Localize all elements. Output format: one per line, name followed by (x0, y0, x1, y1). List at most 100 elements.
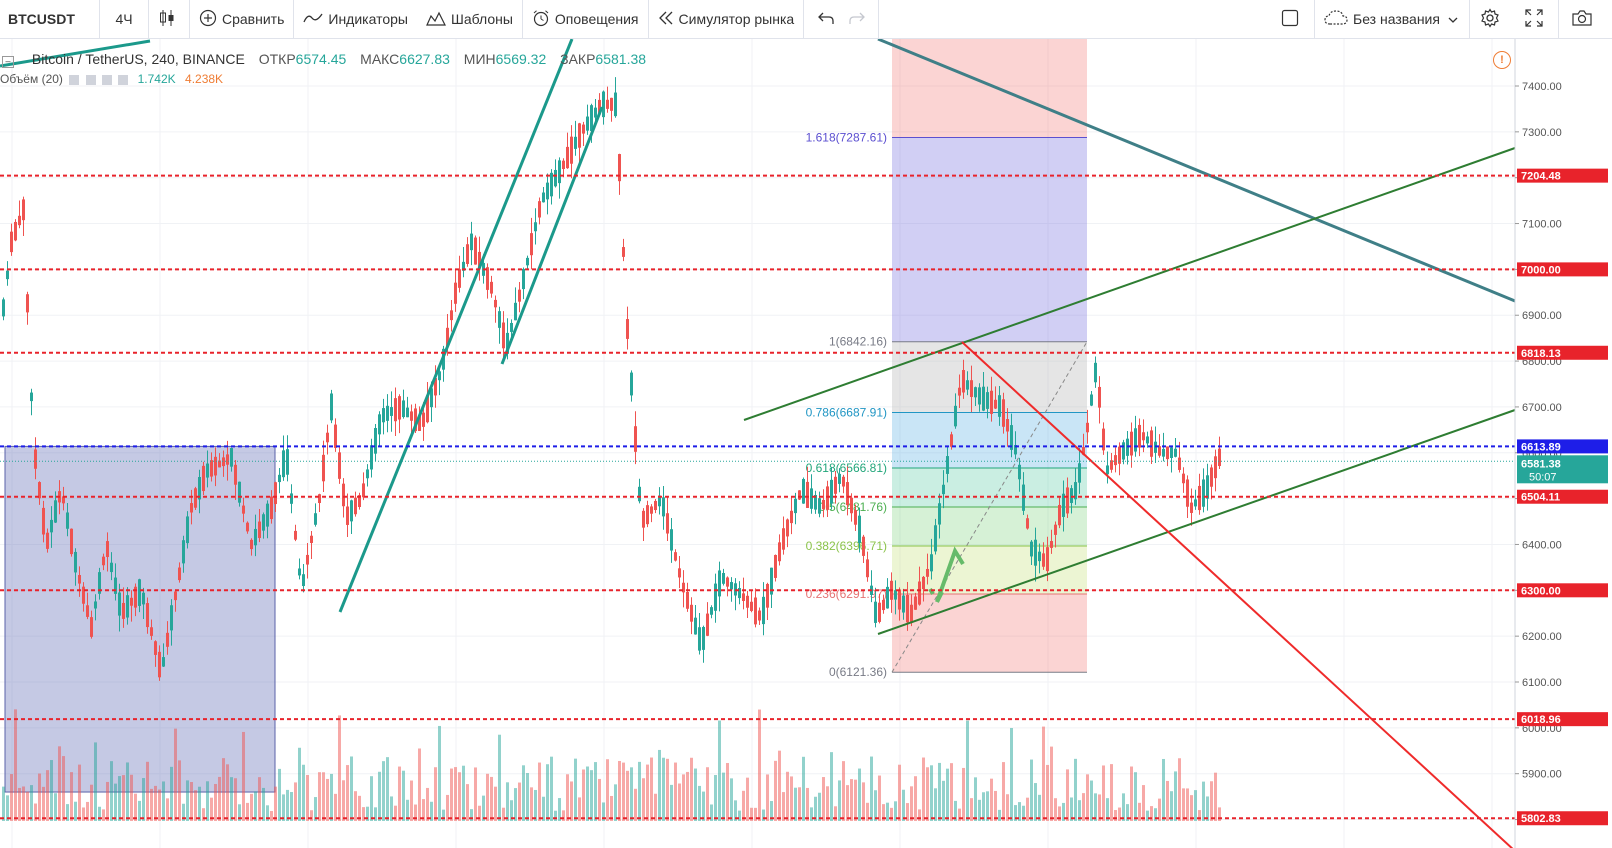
volume-bar (102, 809, 105, 821)
candle-body (490, 281, 493, 294)
volume-bar (758, 709, 761, 821)
eye-icon[interactable] (69, 74, 80, 85)
candle-body (354, 497, 357, 515)
fib-level-label: 0.236(6291.97) (806, 587, 887, 601)
volume-bar (314, 797, 317, 821)
candle-body (358, 495, 361, 508)
candle-body (350, 500, 353, 522)
volume-bar (690, 757, 693, 821)
remove-icon[interactable] (118, 74, 129, 85)
fullscreen-layout-button[interactable] (1271, 0, 1314, 38)
volume-bar (442, 809, 445, 821)
volume-bar (306, 775, 309, 821)
symbol-description: Bitcoin / TetherUS, 240, BINANCE (31, 51, 245, 67)
volume-bar (770, 801, 773, 821)
candle-body (1102, 428, 1105, 451)
volume-bar (1046, 764, 1049, 821)
redo-button[interactable] (845, 0, 878, 38)
candle-body (390, 407, 393, 416)
volume-bar (1130, 766, 1133, 821)
candle-body (746, 595, 749, 608)
indicators-button[interactable]: Индикаторы (294, 0, 417, 38)
volume-bar (230, 777, 233, 821)
candle-body (334, 424, 337, 448)
volume-bar (882, 804, 885, 821)
fib-zone (892, 39, 1087, 138)
templates-icon (426, 10, 451, 29)
alerts-button[interactable]: Оповещения (523, 0, 648, 38)
interval-button[interactable]: 4Ч (115, 11, 133, 27)
candle-body (1086, 422, 1089, 433)
volume-bar (874, 790, 877, 821)
fullscreen-button[interactable] (1515, 0, 1558, 38)
volume-bar (38, 773, 41, 821)
level-price-label: 7204.48 (1521, 171, 1561, 183)
symbol-search-button[interactable]: BTCUSDT (8, 11, 75, 27)
compare-button[interactable]: Сравнить (190, 0, 293, 38)
volume-bar (822, 777, 825, 821)
candle-body (638, 486, 641, 502)
candle-body (1150, 430, 1153, 457)
volume-bar (530, 787, 533, 821)
candle-body (118, 592, 121, 616)
volume-bar (1038, 794, 1041, 821)
candle-body (1038, 551, 1041, 562)
settings-small-icon[interactable] (85, 74, 96, 85)
candle-body (562, 160, 565, 170)
candle-body (514, 302, 517, 321)
candle-body (1030, 541, 1033, 557)
volume-bar (346, 765, 349, 821)
candle-body (670, 529, 673, 551)
volume-label: Объём (20) (0, 72, 63, 86)
candle-body (438, 371, 441, 381)
templates-button[interactable]: Шаблоны (417, 0, 522, 38)
candle-body (758, 610, 761, 621)
volume-bar (170, 766, 173, 821)
replay-button[interactable]: Симулятор рынка (649, 0, 804, 38)
volume-bar (270, 810, 273, 821)
volume-bar (490, 776, 493, 821)
volume-bar (370, 776, 373, 821)
chevron-down-icon (1448, 11, 1463, 27)
candle-body (986, 392, 989, 409)
volume-bar (1126, 804, 1129, 821)
volume-bar (358, 795, 361, 821)
candle-body (914, 596, 917, 610)
candle-body (754, 597, 757, 625)
chart-pane[interactable]: 1.618(7287.61) 1(6842.16) 0.786(6687.91) 0.… (0, 39, 1612, 848)
candle-body (1054, 524, 1057, 535)
volume-bar (182, 803, 185, 821)
level-price-label-bg (1517, 811, 1608, 826)
candle-body (866, 559, 869, 578)
volume-bar (638, 761, 641, 821)
volume-bar (294, 782, 297, 821)
open-label: ОТКР (258, 51, 296, 67)
layout-name-dropdown[interactable]: Без названия (1315, 0, 1469, 38)
volume-value-1: 1.742K (137, 72, 176, 86)
volume-bar (554, 810, 557, 821)
warning-icon[interactable]: ! (1493, 51, 1511, 69)
volume-bar (278, 768, 281, 821)
volume-bar (90, 784, 93, 821)
volume-bar (234, 778, 237, 821)
candles (2, 77, 1221, 681)
volume-bar (854, 779, 857, 821)
volume-bar (1174, 771, 1177, 821)
collapse-toggle-icon[interactable]: – (2, 56, 14, 68)
volume-legend: Объём (20) 1.742K 4.238K (0, 72, 223, 86)
candle-body (1194, 499, 1197, 507)
volume-bar (1090, 780, 1093, 821)
snapshot-button[interactable] (1559, 0, 1612, 38)
chart-type-button[interactable] (149, 0, 189, 38)
more-icon[interactable] (101, 74, 112, 85)
volume-bar (342, 780, 345, 821)
price-chart[interactable]: 1.618(7287.61) 1(6842.16) 0.786(6687.91) 0.… (0, 39, 1612, 848)
volume-bar (398, 766, 401, 821)
volume-bar (862, 782, 865, 821)
toolbar-divider (647, 0, 649, 38)
volume-bar (570, 781, 573, 821)
settings-button[interactable] (1470, 0, 1515, 38)
volume-bar (134, 793, 137, 821)
undo-button[interactable] (804, 0, 845, 38)
volume-bar (162, 781, 165, 821)
